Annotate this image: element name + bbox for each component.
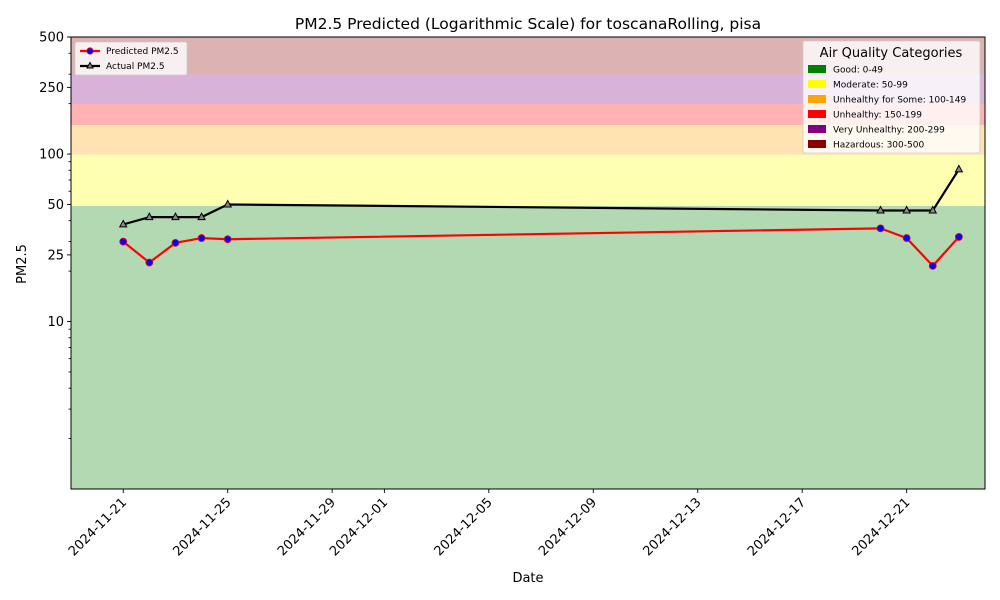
y-tick-label: 100 — [39, 148, 64, 163]
actual-point — [876, 205, 885, 214]
category-legend-box — [802, 40, 981, 154]
category-swatch-1 — [808, 80, 826, 88]
actual-point — [954, 164, 964, 173]
actual-point — [118, 219, 128, 228]
category-label-1: Moderate: 50-99 — [833, 81, 908, 91]
predicted-point — [197, 234, 206, 242]
series-legend-box — [74, 41, 188, 76]
legend-label-1: Actual PM2.5 — [106, 62, 165, 72]
y-axis-label: PM2.5 — [15, 244, 30, 284]
actual-point — [145, 212, 154, 221]
plot-frame — [70, 36, 986, 490]
category-label-2: Unhealthy for Some: 100-149 — [833, 96, 966, 106]
aqi-band-0 — [71, 205, 985, 489]
y-tick-label: 500 — [39, 31, 64, 46]
predicted-point — [876, 224, 885, 233]
actual-point — [223, 199, 233, 208]
category-label-4: Very Unhealthy: 200-299 — [833, 126, 945, 136]
actual-point — [171, 212, 180, 221]
y-axis: 10 25 50 100 250 500 — [39, 31, 71, 439]
predicted-point — [119, 237, 128, 246]
actual-point — [902, 205, 911, 214]
category-label-0: Good: 0-49 — [833, 66, 883, 76]
category-legend: Air Quality Categories Good: 0-49 Moderate… — [802, 40, 981, 154]
actual-point — [928, 205, 938, 214]
y-tick-label: 50 — [47, 198, 64, 213]
category-label-3: Unhealthy: 150-199 — [833, 111, 922, 121]
category-swatch-4 — [808, 125, 826, 133]
predicted-point — [954, 233, 963, 241]
series-layer — [118, 164, 964, 270]
predicted-point — [171, 238, 180, 247]
category-legend-title: Air Quality Categories — [820, 46, 963, 61]
y-tick-label: 250 — [39, 81, 64, 96]
actual-point — [197, 212, 206, 221]
legend-label-0: Predicted PM2.5 — [106, 47, 179, 57]
category-swatch-0 — [808, 65, 826, 73]
chart-title: PM2.5 Predicted (Logarithmic Scale) for … — [295, 15, 761, 33]
y-tick-label: 10 — [47, 315, 64, 330]
y-tick-label: 25 — [47, 248, 64, 263]
series-legend: Predicted PM2.5 Actual PM2.5 — [74, 41, 188, 76]
predicted-point — [928, 261, 937, 270]
category-swatch-2 — [808, 95, 826, 103]
aqi-band-3 — [71, 104, 985, 126]
legend-marker-actual — [86, 61, 94, 69]
legend-marker-predicted — [86, 47, 94, 55]
predicted-point — [145, 258, 154, 267]
category-swatch-3 — [808, 110, 826, 118]
predicted-point — [223, 235, 232, 244]
category-swatch-5 — [808, 140, 826, 148]
aqi-band-1 — [71, 154, 985, 206]
predicted-point — [902, 234, 911, 242]
x-axis-label: Date — [512, 571, 543, 586]
category-label-5: Hazardous: 300-500 — [833, 141, 924, 151]
